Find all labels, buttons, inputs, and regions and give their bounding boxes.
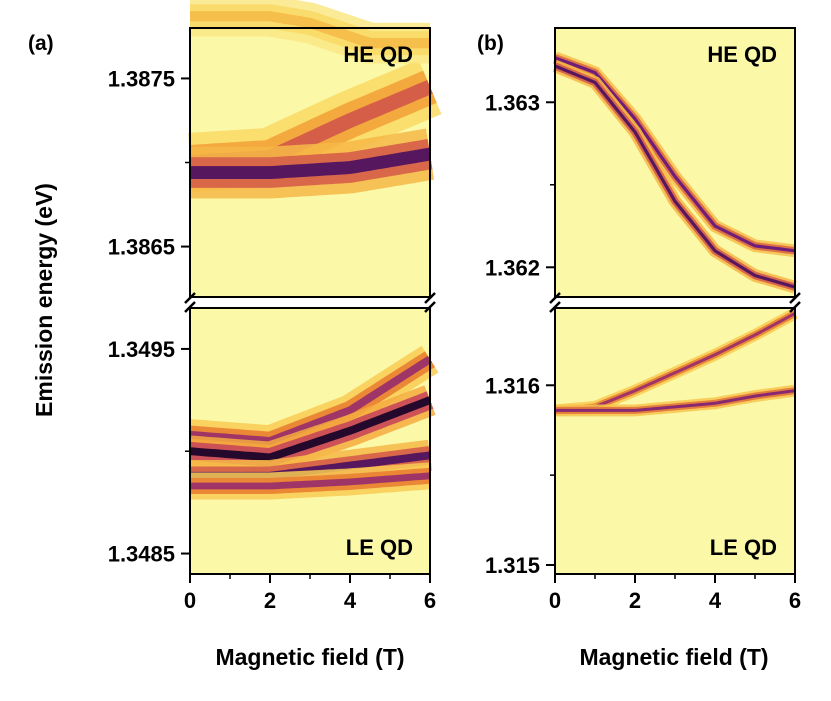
panel-a-axes: 1.3865 1.3875 1.3485 1.3495 0 2 4 6 bbox=[108, 27, 436, 613]
panel-b-lower-y-tick-label: 1.316 bbox=[485, 373, 540, 398]
panel-a-upper-heatmap bbox=[188, 0, 442, 297]
panel-b-lower-qd-label: LE QD bbox=[710, 535, 777, 560]
panel-b-x-tick-label: 6 bbox=[789, 588, 801, 613]
panel-a-upper-line-2 bbox=[190, 0, 430, 64]
panel-a-lower-line-3-core bbox=[190, 472, 431, 490]
panel-b-upper-line-1-core bbox=[554, 64, 796, 289]
panel-b-upper-frame bbox=[554, 27, 796, 298]
panel-b-x-tick-label: 0 bbox=[549, 588, 561, 613]
panel-a-axis-break-mark-right bbox=[424, 292, 436, 313]
panel-b-upper-qd-label: HE QD bbox=[707, 42, 777, 67]
panel-b-lower-y-tick-label: 1.315 bbox=[485, 553, 540, 578]
panel-b-lower-heatmap bbox=[554, 308, 798, 574]
panel-b-upper-y-tick-label: 1.363 bbox=[485, 90, 540, 115]
panel-a-lower-line-1 bbox=[188, 385, 436, 474]
panel-a-upper-frame bbox=[189, 27, 431, 298]
panel-a-lower-line-0 bbox=[189, 345, 439, 457]
panel-a-lower-line-0-core bbox=[189, 355, 433, 446]
panel-a-upper-line-1-core bbox=[190, 147, 432, 180]
panel-a-lower-y-tick-label: 1.3495 bbox=[108, 337, 175, 362]
panel-b-x-axis-label: Magnetic field (T) bbox=[579, 644, 768, 670]
panel-b-upper-line-0 bbox=[552, 51, 796, 258]
panel-a-upper-y-tick-label: 1.3875 bbox=[108, 66, 175, 91]
panel-b-lower-line-1-core bbox=[555, 389, 796, 412]
panel-b-label: (b) bbox=[477, 32, 504, 55]
panel-a-axis-break-mark-left bbox=[184, 292, 196, 313]
panel-a-upper-line-1 bbox=[190, 128, 435, 199]
panel-b-lower-background bbox=[555, 308, 795, 574]
panel-b-x-tick-label: 2 bbox=[629, 588, 641, 613]
panel-b-x-tick-label: 4 bbox=[709, 588, 722, 613]
panel-a-upper-line-2-core bbox=[190, 11, 430, 49]
panel-a-lower-qd-label: LE QD bbox=[346, 535, 413, 560]
panel-a-x-tick-label: 2 bbox=[264, 588, 276, 613]
panel-b: 1.362 1.363 1.315 1.316 0 2 4 6 (b) HE QD LE QD… bbox=[477, 27, 801, 670]
panel-a-lower-line-1-core bbox=[189, 396, 432, 462]
panel-a-upper-qd-label: HE QD bbox=[343, 42, 413, 67]
panel-a-upper-y-tick-label: 1.3865 bbox=[108, 235, 175, 260]
panel-a-lower-line-3 bbox=[190, 462, 432, 500]
panel-a-x-tick-label: 6 bbox=[424, 588, 436, 613]
panel-a: 1.3865 1.3875 1.3485 1.3495 0 2 4 6 (a) HE QD L… bbox=[28, 0, 442, 670]
panel-b-axis-break-mark-left bbox=[549, 292, 561, 313]
panel-b-lower-line-1 bbox=[555, 384, 796, 417]
panel-a-y-axis-label: Emission energy (eV) bbox=[31, 183, 57, 417]
panel-b-axes: 1.362 1.363 1.315 1.316 0 2 4 6 bbox=[485, 27, 801, 613]
panel-b-upper-line-0-core bbox=[554, 56, 796, 253]
panel-a-lower-heatmap bbox=[188, 308, 439, 574]
panel-a-x-tick-label: 0 bbox=[184, 588, 196, 613]
panel-a-lower-y-tick-label: 1.3485 bbox=[108, 542, 175, 567]
panel-b-axis-break-mark-right bbox=[789, 292, 801, 313]
panel-a-axis-break-gap bbox=[189, 298, 431, 307]
panel-a-label: (a) bbox=[28, 32, 54, 55]
panel-b-upper-heatmap bbox=[552, 28, 797, 297]
panel-a-x-tick-label: 4 bbox=[344, 588, 357, 613]
panel-b-upper-line-1 bbox=[552, 60, 797, 294]
panel-a-x-axis-label: Magnetic field (T) bbox=[215, 644, 404, 670]
panel-b-axis-break-gap bbox=[554, 298, 796, 307]
panel-b-upper-y-tick-label: 1.362 bbox=[485, 255, 540, 280]
